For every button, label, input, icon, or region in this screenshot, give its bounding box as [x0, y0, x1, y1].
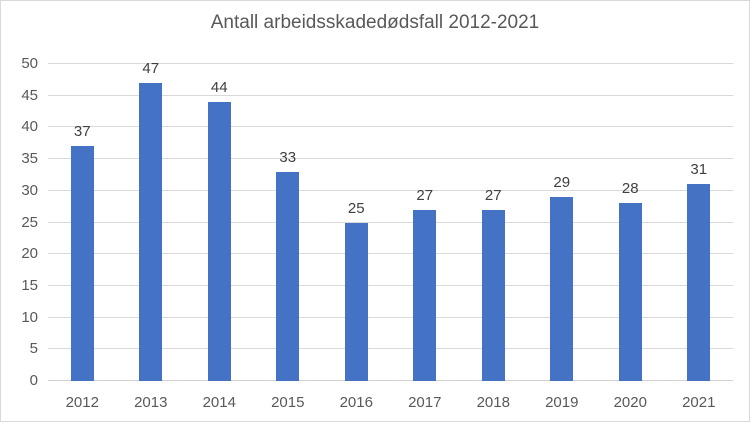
- bar-2014: [207, 102, 231, 381]
- x-tick-label-2017: 2017: [408, 394, 442, 411]
- data-label-2017: 27: [416, 186, 434, 204]
- y-tick-label-20: 20: [21, 245, 38, 263]
- x-axis-line: [48, 380, 733, 381]
- y-tick-label-25: 25: [21, 213, 38, 231]
- bar-2013: [139, 83, 163, 381]
- bar-2012: [70, 146, 94, 381]
- y-axis-labels: 0 5 10 15 20 25 30 35 40 45 50: [1, 55, 38, 389]
- data-label-2013: 47: [142, 60, 160, 78]
- bar-group-2016: 25: [322, 64, 391, 381]
- bar-2016: [344, 222, 368, 381]
- bars: 37 47 44 33 25 27 27 29 28 31: [48, 60, 734, 381]
- y-tick-label-50: 50: [21, 55, 38, 72]
- bar-2019: [550, 197, 574, 381]
- data-label-2016: 25: [347, 199, 365, 217]
- x-tick-label-2020: 2020: [613, 394, 647, 411]
- gridline-10: [48, 316, 733, 318]
- y-tick-label-0: 0: [29, 372, 38, 389]
- bar-2021: [687, 184, 711, 381]
- plot-area: 37 47 44 33 25 27 27 29 28 31: [48, 60, 734, 381]
- bar-group-2020: 28: [596, 64, 665, 381]
- chart-title: Antall arbeidsskadedødsfall 2012-2021: [210, 12, 540, 33]
- bar-group-2021: 31: [665, 64, 734, 381]
- x-axis-labels: 2012 2013 2014 2015 2016 2017 2018 2019 2020 2021: [48, 393, 733, 412]
- data-label-2012: 37: [73, 123, 91, 141]
- x-tick-label-2021: 2021: [682, 394, 716, 411]
- x-tick-label-2016: 2016: [339, 394, 373, 411]
- gridline-40: [48, 126, 733, 128]
- data-label-2015: 33: [279, 148, 297, 166]
- gridline-45: [48, 94, 733, 96]
- gridline-5: [48, 348, 733, 350]
- data-label-2019: 29: [553, 174, 571, 192]
- bar-group-2014: 44: [185, 64, 254, 381]
- bar-2020: [618, 203, 642, 381]
- gridline-15: [48, 284, 733, 286]
- bar-group-2017: 27: [391, 64, 460, 381]
- bar-group-2019: 29: [528, 64, 597, 381]
- data-label-2020: 28: [621, 180, 639, 198]
- x-tick-label-2012: 2012: [65, 394, 99, 411]
- gridline-50: [48, 63, 733, 64]
- bar-group-2018: 27: [459, 64, 528, 381]
- bar-2015: [276, 171, 300, 381]
- x-tick-label-2019: 2019: [545, 394, 579, 411]
- data-label-2014: 44: [210, 79, 228, 97]
- data-label-2021: 31: [690, 161, 708, 179]
- y-tick-label-30: 30: [21, 181, 38, 199]
- data-label-2018: 27: [484, 186, 502, 204]
- gridline-30: [48, 189, 733, 191]
- bar-2017: [413, 209, 437, 381]
- bar-2018: [481, 209, 505, 381]
- y-tick-label-40: 40: [21, 118, 38, 136]
- y-tick-label-45: 45: [21, 86, 38, 104]
- x-tick-label-2018: 2018: [476, 394, 510, 411]
- bar-group-2013: 47: [117, 60, 186, 381]
- bar-group-2012: 37: [48, 64, 117, 381]
- x-tick-label-2014: 2014: [202, 394, 236, 411]
- x-tick-label-2015: 2015: [271, 394, 305, 411]
- gridline-35: [48, 158, 733, 160]
- bar-group-2015: 33: [254, 64, 323, 381]
- y-tick-label-35: 35: [21, 150, 38, 168]
- y-tick-label-10: 10: [21, 308, 38, 326]
- y-tick-label-15: 15: [21, 276, 38, 294]
- gridline-20: [48, 253, 733, 255]
- x-tick-label-2013: 2013: [134, 394, 168, 411]
- gridline-25: [48, 221, 733, 223]
- y-tick-label-5: 5: [29, 340, 38, 358]
